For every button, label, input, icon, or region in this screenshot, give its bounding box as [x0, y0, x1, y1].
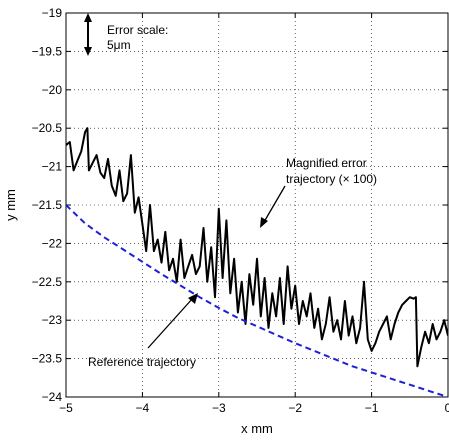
reference-trajectory-label: Reference trajectory — [88, 355, 196, 369]
reference-trajectory-line — [66, 204, 448, 397]
x-tick-label: −4 — [136, 401, 150, 415]
x-tick-label: −1 — [365, 401, 379, 415]
x-axis-label: x mm — [241, 421, 273, 436]
y-tick-label: −23.5 — [32, 352, 63, 366]
y-axis-label: y mm — [3, 189, 18, 221]
grid — [66, 13, 448, 397]
error-trajectory-line — [66, 127, 448, 368]
y-tick-label: −19 — [42, 6, 63, 20]
y-tick-label: −24 — [42, 390, 63, 404]
y-tick-label: −21.5 — [32, 198, 63, 212]
axis-ticks: −5 −4 −3 −2 −1 0 −19 −19.5 −20 −20.5 −21 −21.5 −22 −2… — [32, 6, 449, 415]
magnified-error-sublabel: trajectory (× 100) — [286, 172, 377, 186]
y-tick-label: −20 — [42, 83, 63, 97]
y-tick-label: −22 — [42, 236, 63, 250]
y-tick-label: −21 — [42, 160, 63, 174]
error-scale-label: Error scale: — [107, 23, 168, 37]
y-tick-label: −23 — [42, 313, 63, 327]
magnified-error-arrow — [260, 185, 286, 228]
y-tick-label: −20.5 — [32, 121, 63, 135]
x-tick-label: −3 — [212, 401, 226, 415]
series-group — [66, 127, 448, 397]
x-tick-label: −5 — [59, 401, 73, 415]
x-tick-label: −2 — [288, 401, 302, 415]
y-tick-label: −22.5 — [32, 275, 63, 289]
error-scale-value: 5μm — [107, 38, 131, 52]
y-tick-label: −19.5 — [32, 44, 63, 58]
magnified-error-label: Magnified error — [286, 156, 367, 170]
error-scale-marker — [84, 13, 92, 56]
reference-trajectory-arrow — [147, 293, 198, 349]
x-tick-label: 0 — [445, 401, 449, 415]
